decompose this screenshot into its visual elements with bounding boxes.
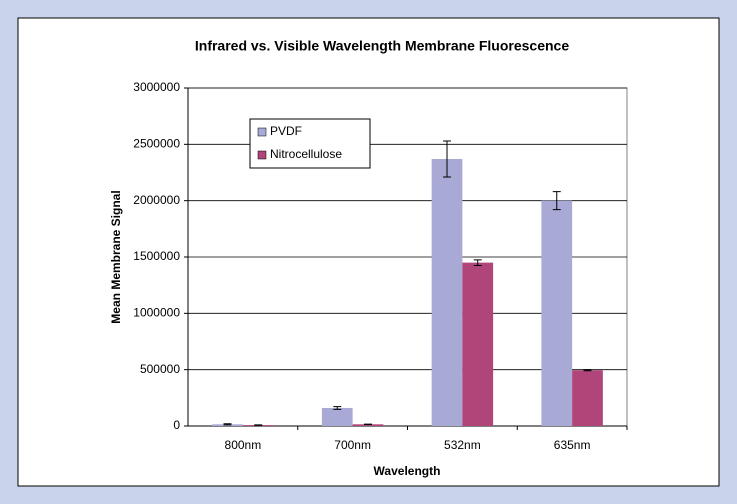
y-tick-label: 500000	[140, 362, 180, 376]
y-tick-label: 1000000	[133, 306, 180, 320]
legend-swatch	[257, 127, 267, 137]
bar	[462, 262, 494, 426]
y-tick-label: 2000000	[133, 193, 180, 207]
y-tick-label: 1500000	[133, 249, 180, 263]
x-tick-label: 532nm	[444, 438, 481, 452]
x-tick-label: 700nm	[334, 438, 371, 452]
error-bar	[583, 369, 592, 372]
error-bar	[333, 406, 342, 410]
y-tick-label: 0	[173, 418, 180, 432]
legend-swatch	[257, 150, 267, 160]
x-tick-label: 635nm	[554, 438, 591, 452]
x-tick-label: 800nm	[225, 438, 262, 452]
legend-label: Nitrocellulose	[270, 147, 342, 161]
bar	[541, 200, 573, 426]
bar	[431, 158, 463, 427]
bar	[321, 407, 353, 426]
bar	[352, 424, 384, 426]
legend-box	[249, 118, 371, 169]
x-axis-label: Wavelength	[374, 464, 441, 478]
chart-title: Infrared vs. Visible Wavelength Membrane…	[195, 38, 569, 54]
y-tick-label: 2500000	[133, 137, 180, 151]
bar	[572, 370, 603, 426]
y-axis-label: Mean Membrane Signal	[109, 190, 123, 323]
legend-label: PVDF	[270, 124, 302, 138]
error-bar	[552, 191, 561, 211]
error-bar	[473, 259, 482, 266]
error-bar	[443, 140, 452, 178]
error-bar	[223, 423, 232, 426]
y-tick-label: 3000000	[133, 80, 180, 94]
